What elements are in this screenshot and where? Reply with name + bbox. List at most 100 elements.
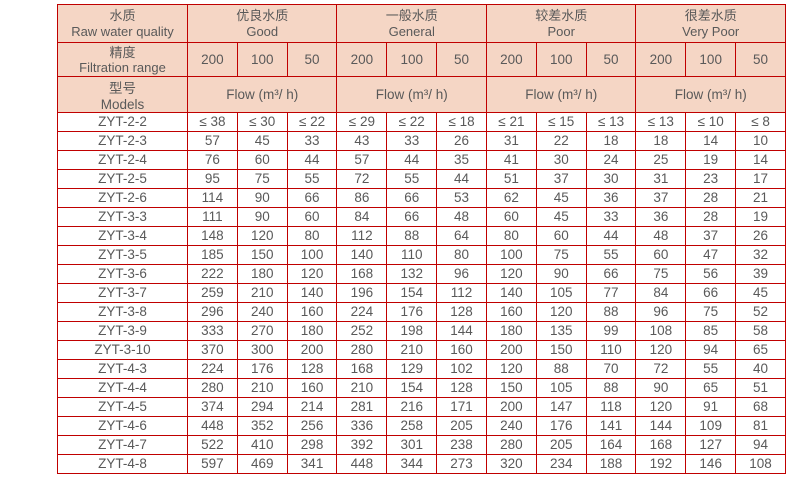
flow-value-cell: 33: [386, 131, 438, 151]
flow-value-cell: 301: [386, 435, 438, 455]
flow-value-cell: 68: [735, 397, 786, 417]
flow-value-cell: 120: [635, 340, 687, 360]
filtration-range-header: 精度 Filtration range: [57, 42, 188, 77]
flow-value-cell: 234: [535, 454, 587, 474]
flow-value-cell: 258: [386, 416, 438, 436]
flow-value-cell: 210: [236, 283, 288, 303]
flow-value-cell: 37: [535, 169, 587, 189]
flow-value-cell: 72: [336, 169, 388, 189]
flow-value-cell: 259: [187, 283, 238, 303]
flow-value-cell: 44: [436, 169, 487, 189]
filtration-range-en: Filtration range: [79, 59, 166, 75]
flow-value-cell: 47: [685, 245, 737, 265]
flow-value-cell: 35: [436, 150, 487, 170]
flow-value-cell: 26: [735, 226, 786, 246]
flow-value-cell: 114: [187, 188, 238, 208]
flow-value-cell: 45: [236, 131, 288, 151]
flow-value-cell: 100: [286, 245, 338, 265]
flow-value-cell: 222: [187, 264, 238, 284]
model-cell: ZYT-3-5: [57, 245, 188, 265]
header-row-filtration: 精度 Filtration range 200 100 50 200 100 5…: [57, 42, 786, 77]
group-very-poor-en: Very Poor: [682, 23, 740, 39]
model-cell: ZYT-2-6: [57, 188, 188, 208]
flow-value-cell: 55: [685, 359, 737, 379]
flow-value-cell: 39: [735, 264, 786, 284]
flow-value-cell: 129: [386, 359, 438, 379]
table-body: ZYT-2-2 ≤ 38 ≤ 30 ≤ 22 ≤ 29 ≤ 22 ≤ 18 ≤ 21 ≤ 15 ≤…: [57, 112, 786, 474]
table-row: ZYT-4-3 224 176 128 168 129 102 120 88 70 72 55 40: [57, 359, 786, 379]
flow-value-cell: 196: [336, 283, 388, 303]
flow-value-cell: 55: [286, 169, 338, 189]
group-poor-zh: 较差水质: [535, 7, 588, 23]
flow-label-good: Flow (m³/ h): [186, 76, 338, 113]
flow-value-cell: 55: [585, 245, 637, 265]
flow-value-cell: 45: [535, 207, 587, 227]
flow-value-cell: 37: [685, 226, 737, 246]
flow-value-cell: 62: [485, 188, 537, 208]
table-row: ZYT-2-2 ≤ 38 ≤ 30 ≤ 22 ≤ 29 ≤ 22 ≤ 18 ≤ 21 ≤ 15 ≤…: [57, 112, 786, 132]
flow-value-cell: 105: [535, 283, 587, 303]
flow-value-cell: 127: [685, 435, 737, 455]
flow-value-cell: 140: [485, 283, 537, 303]
flow-value-cell: 56: [685, 264, 737, 284]
flow-value-cell: 141: [585, 416, 637, 436]
flow-value-cell: 10: [735, 131, 786, 151]
table-row: ZYT-3-10 370 300 200 280 210 160 200 150 110 120 94…: [57, 340, 786, 360]
flow-value-cell: 14: [685, 131, 737, 151]
flow-value-cell: 344: [386, 454, 438, 474]
flow-label-general: Flow (m³/ h): [336, 76, 487, 113]
flow-value-cell: 60: [485, 207, 537, 227]
flow-value-cell: 76: [187, 150, 238, 170]
filtration-50-header: 50: [436, 42, 487, 77]
flow-value-cell: 280: [485, 435, 537, 455]
flow-value-cell: 18: [635, 131, 687, 151]
filtration-200-header: 200: [336, 42, 388, 77]
model-cell: ZYT-3-8: [57, 302, 188, 322]
flow-value-cell: 160: [436, 340, 487, 360]
table-row: ZYT-4-8 597 469 341 448 344 273 320 234 188 192 146…: [57, 454, 786, 474]
flow-value-cell: 111: [187, 207, 238, 227]
flow-value-cell: 148: [187, 226, 238, 246]
flow-value-cell: 66: [685, 283, 737, 303]
raw-water-quality-zh: 水质: [109, 7, 136, 23]
flow-value-cell: 146: [685, 454, 737, 474]
flow-value-cell: 57: [336, 150, 388, 170]
model-cell: ZYT-3-10: [57, 340, 188, 360]
model-cell: ZYT-4-4: [57, 378, 188, 398]
flow-value-cell: 72: [635, 359, 687, 379]
flow-value-cell: 33: [585, 207, 637, 227]
flow-value-cell: 154: [386, 283, 438, 303]
flow-value-cell: ≤ 13: [585, 112, 637, 132]
flow-value-cell: 192: [635, 454, 687, 474]
flow-value-cell: 176: [236, 359, 288, 379]
table-row: ZYT-2-3 57 45 33 43 33 26 31 22 18 18 14 10: [57, 131, 786, 151]
flow-value-cell: 31: [635, 169, 687, 189]
flow-value-cell: 100: [485, 245, 537, 265]
flow-value-cell: 298: [286, 435, 338, 455]
model-cell: ZYT-4-6: [57, 416, 188, 436]
header-row-flow: 型号 Models Flow (m³/ h) Flow (m³/ h) Flow…: [57, 76, 786, 113]
flow-value-cell: 44: [386, 150, 438, 170]
flow-value-cell: 90: [635, 378, 687, 398]
models-header: 型号 Models: [57, 76, 188, 113]
flow-value-cell: 150: [485, 378, 537, 398]
flow-value-cell: 469: [236, 454, 288, 474]
flow-value-cell: 188: [585, 454, 637, 474]
flow-value-cell: 336: [336, 416, 388, 436]
flow-value-cell: 65: [735, 340, 786, 360]
flow-value-cell: 112: [336, 226, 388, 246]
models-en: Models: [100, 97, 145, 112]
flow-value-cell: 154: [386, 378, 438, 398]
table-row: ZYT-3-4 148 120 80 112 88 64 80 60 44 48 37 26: [57, 226, 786, 246]
table-row: ZYT-4-4 280 210 160 210 154 128 150 105 88 90 65 51: [57, 378, 786, 398]
flow-value-cell: 41: [485, 150, 537, 170]
filtration-200-header: 200: [485, 42, 537, 77]
flow-value-cell: 81: [735, 416, 786, 436]
flow-value-cell: 150: [535, 340, 587, 360]
flow-value-cell: 132: [386, 264, 438, 284]
flow-value-cell: 88: [585, 378, 637, 398]
flow-value-cell: 66: [286, 188, 338, 208]
flow-value-cell: ≤ 13: [635, 112, 687, 132]
flow-value-cell: 37: [635, 188, 687, 208]
